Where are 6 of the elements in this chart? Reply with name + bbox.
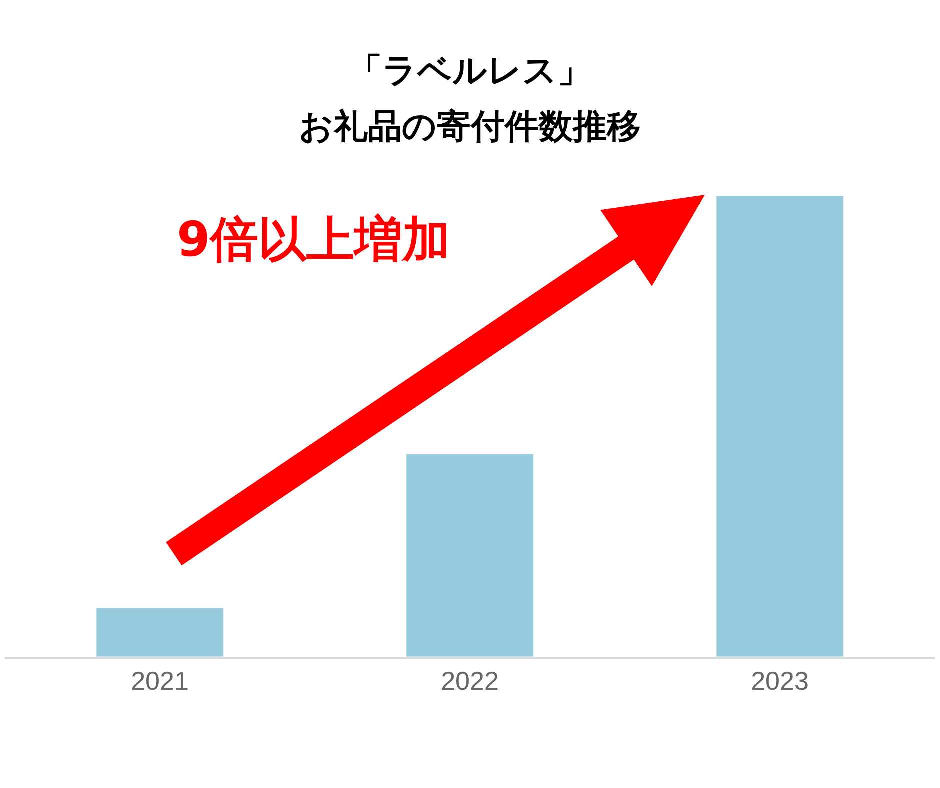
annotation: 9倍以上増加 [177, 212, 450, 268]
chart-subtitle: お礼品の寄付件数推移 [299, 107, 641, 147]
x-tick-label: 2021 [131, 666, 189, 696]
x-tick-label: 2022 [441, 666, 499, 696]
x-tick-label: 2023 [751, 666, 809, 696]
chart-title: 「ラベルレス」 [348, 50, 592, 91]
